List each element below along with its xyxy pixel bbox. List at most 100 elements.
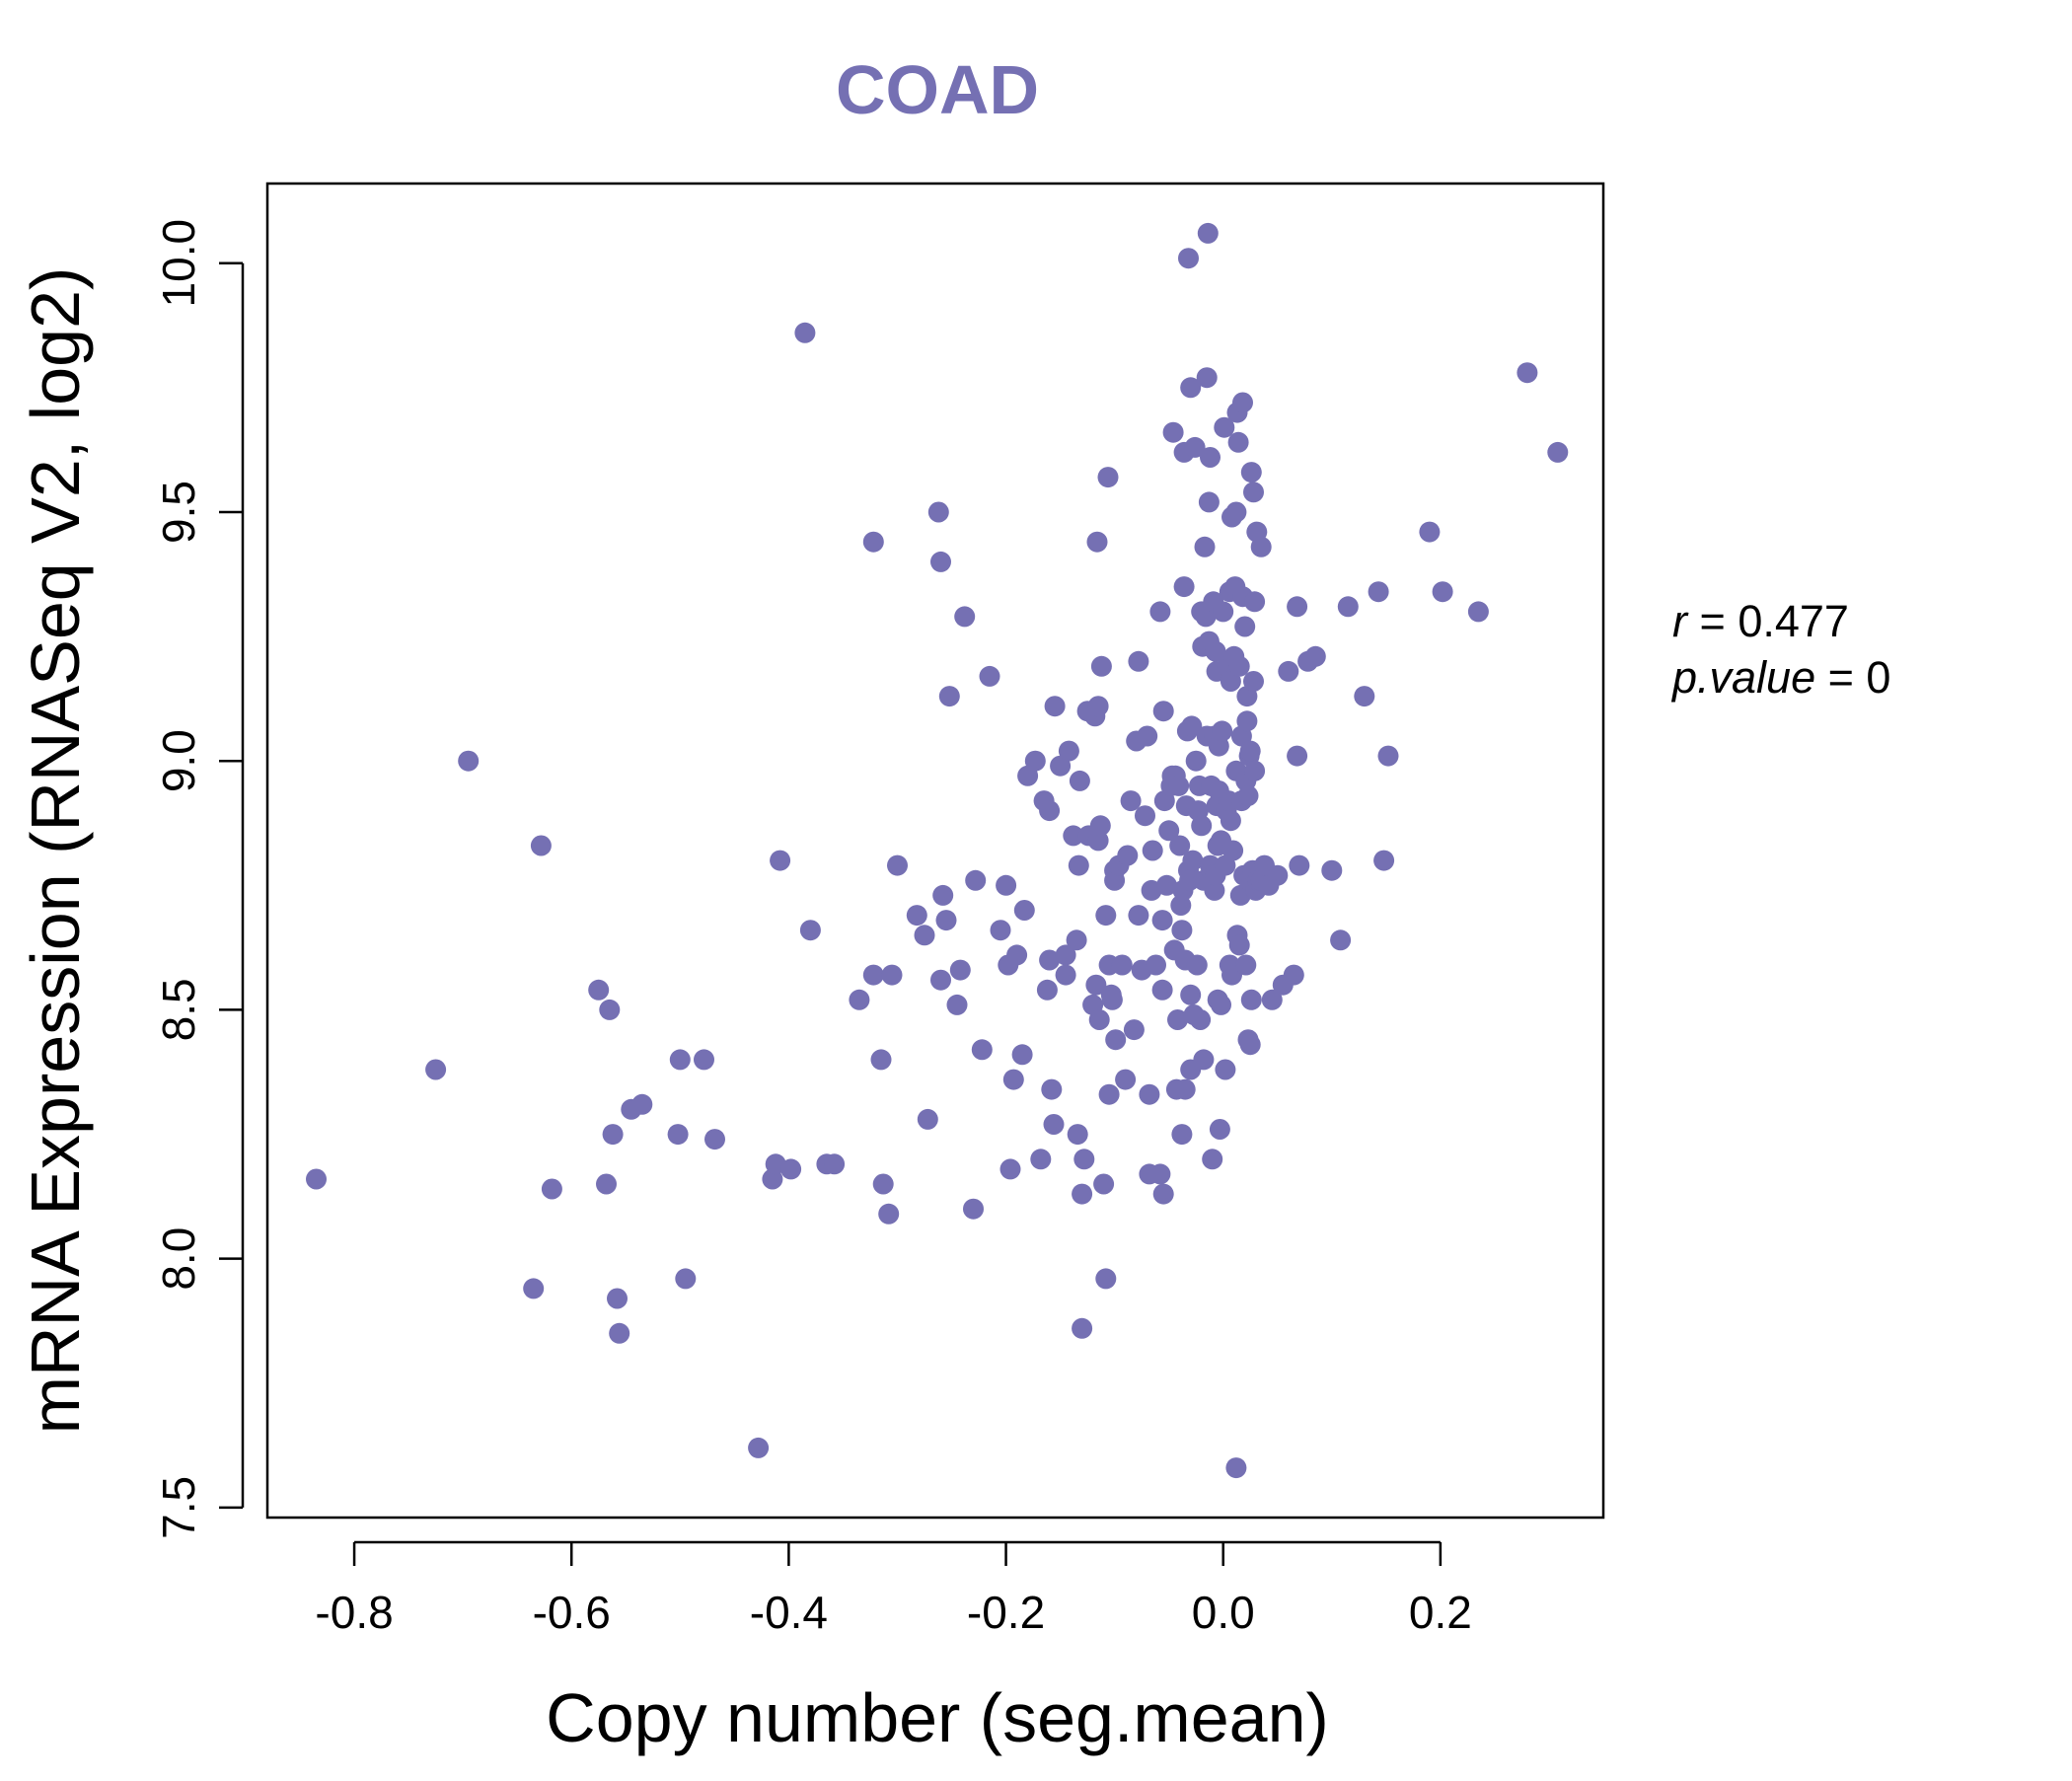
data-point: [1180, 984, 1202, 1005]
data-point: [1213, 601, 1234, 623]
data-point: [1180, 377, 1202, 399]
data-point: [1235, 954, 1257, 976]
data-point: [1171, 920, 1193, 941]
data-point: [1088, 1009, 1110, 1030]
data-point: [1097, 467, 1119, 488]
data-point: [609, 1322, 630, 1344]
data-point: [1152, 701, 1174, 722]
data-point: [1090, 655, 1112, 677]
data-point: [1069, 770, 1090, 791]
data-point: [1432, 581, 1453, 603]
data-point: [669, 1049, 691, 1071]
data-point: [1220, 810, 1241, 832]
data-point: [748, 1437, 770, 1458]
data-point: [1237, 785, 1259, 806]
x-tick-label: -0.2: [967, 1587, 1045, 1638]
data-point: [1547, 441, 1569, 463]
data-point: [1193, 1049, 1215, 1071]
data-point: [1240, 462, 1262, 483]
data-point: [1240, 989, 1262, 1010]
data-point: [979, 665, 1000, 687]
data-point: [990, 920, 1011, 941]
data-point: [914, 925, 935, 946]
data-point: [1197, 222, 1219, 244]
data-point: [1287, 745, 1308, 767]
data-point: [965, 869, 987, 891]
data-point: [780, 1158, 802, 1180]
data-point: [1013, 900, 1035, 921]
data-point: [1128, 650, 1149, 672]
data-point: [887, 854, 908, 876]
data-point: [906, 905, 927, 927]
y-tick-label: 10.0: [153, 219, 204, 308]
data-point: [1095, 905, 1117, 927]
data-point: [1152, 1183, 1174, 1205]
y-tick-label: 9.0: [153, 729, 204, 792]
data-point: [1212, 720, 1233, 742]
data-point: [949, 959, 971, 981]
data-point: [1228, 934, 1250, 956]
y-tick-label: 7.5: [153, 1476, 204, 1539]
r-value: 0.477: [1738, 596, 1849, 646]
data-point: [1244, 591, 1266, 613]
x-tick-label: 0.0: [1192, 1587, 1255, 1638]
data-point: [694, 1049, 714, 1071]
data-point: [1225, 501, 1247, 523]
x-tick-label: 0.2: [1409, 1587, 1472, 1638]
data-point: [1419, 521, 1441, 543]
y-axis-label: mRNA Expression (RNASeq V2, log2): [17, 267, 94, 1435]
data-point: [1174, 1078, 1196, 1100]
data-point: [1232, 392, 1253, 413]
data-point: [1243, 482, 1264, 503]
x-axis: -0.8 -0.6 -0.4 -0.2 0.0 0.2: [315, 1540, 1472, 1638]
data-point: [1169, 835, 1191, 856]
y-tick-label: 8.5: [153, 978, 204, 1041]
data-point: [1006, 944, 1028, 966]
data-point: [523, 1278, 545, 1299]
data-point: [881, 964, 903, 986]
x-tick-label: -0.6: [533, 1587, 611, 1638]
data-point: [946, 994, 968, 1015]
y-axis: 7.5 8.0 8.5 9.0 9.5 10.0: [153, 219, 245, 1539]
data-point: [1041, 1078, 1063, 1100]
pvalue-label: p.value: [1670, 652, 1815, 703]
data-point: [1239, 740, 1261, 762]
data-point: [1039, 800, 1061, 822]
data-point: [971, 1039, 993, 1061]
data-point: [1377, 745, 1399, 767]
pvalue-value: 0: [1866, 652, 1890, 703]
x-axis-label: Copy number (seg.mean): [546, 1679, 1329, 1756]
data-point: [930, 551, 951, 572]
data-point: [1191, 815, 1213, 837]
data-point: [870, 1049, 892, 1071]
data-point: [1089, 815, 1111, 837]
data-point: [1117, 845, 1139, 866]
pvalue-equals: =: [1828, 652, 1867, 703]
data-point: [824, 1153, 846, 1175]
data-point: [1058, 740, 1079, 762]
data-point: [954, 606, 976, 628]
data-point: [1211, 994, 1231, 1015]
data-point: [1261, 989, 1283, 1010]
data-point: [1087, 696, 1109, 717]
data-point: [1011, 1044, 1033, 1066]
data-point: [1194, 536, 1216, 557]
data-point: [1167, 1009, 1188, 1030]
plot-frame: [265, 182, 1605, 1520]
data-point: [1101, 989, 1123, 1010]
data-point: [1063, 825, 1084, 847]
data-point: [1024, 750, 1046, 772]
data-point: [996, 874, 1017, 896]
data-point: [938, 686, 960, 707]
data-point: [1214, 416, 1235, 438]
data-point: [1200, 447, 1221, 468]
data-point: [1283, 964, 1304, 986]
data-point: [1517, 362, 1538, 384]
data-point: [1198, 491, 1220, 513]
data-point: [1222, 840, 1244, 861]
data-point: [1227, 431, 1249, 453]
data-point: [1115, 1069, 1137, 1090]
data-point: [596, 1173, 617, 1195]
data-point: [1228, 655, 1250, 677]
data-point: [1120, 790, 1142, 812]
